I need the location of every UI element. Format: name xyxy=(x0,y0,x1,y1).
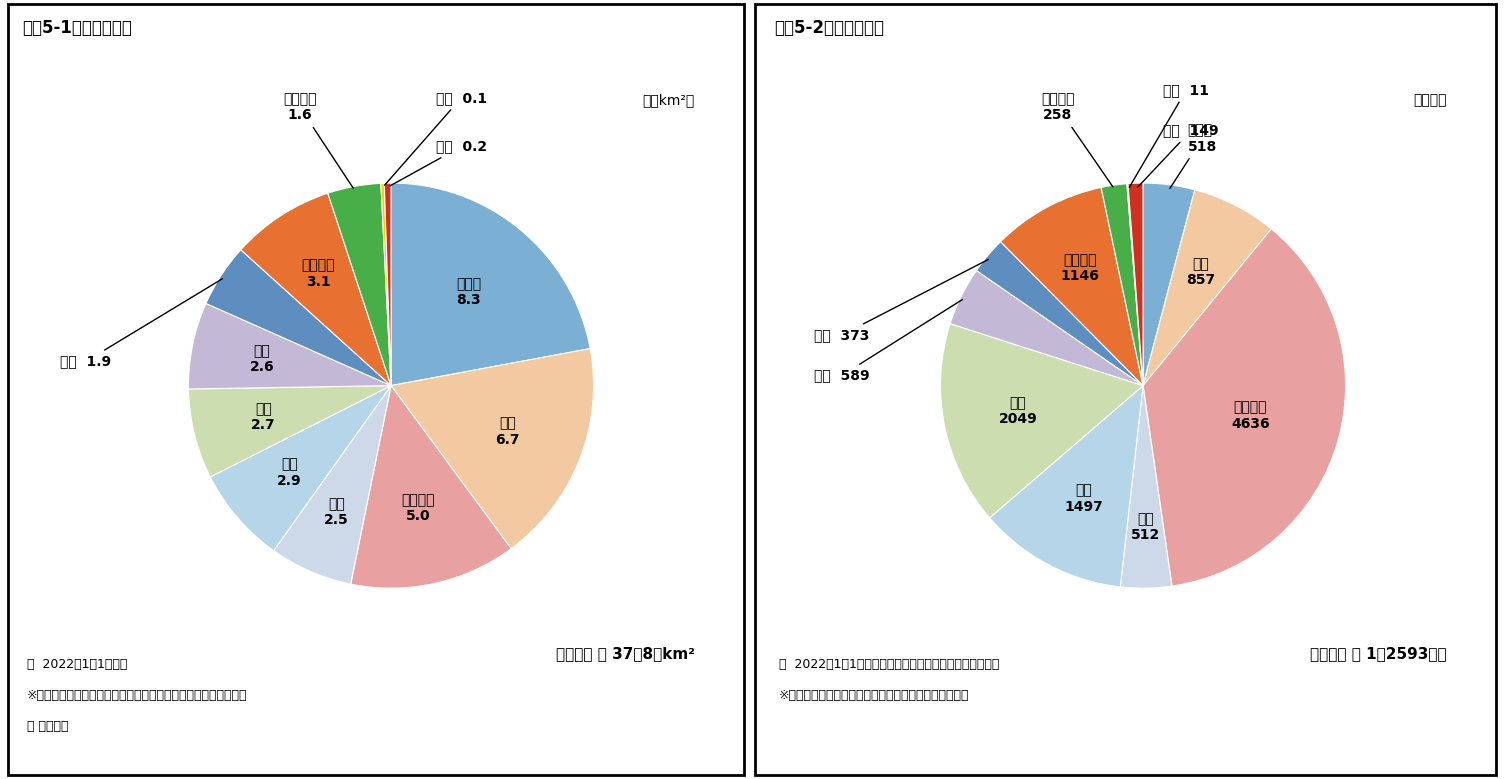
Wedge shape xyxy=(1128,183,1143,386)
Text: 近畿
2.7: 近畿 2.7 xyxy=(251,402,275,432)
Text: 沖縄  149: 沖縄 149 xyxy=(1137,123,1218,187)
Wedge shape xyxy=(391,183,590,386)
Text: ＊  2022年1月1日時点: ＊ 2022年1月1日時点 xyxy=(27,658,128,671)
Wedge shape xyxy=(328,183,391,386)
Wedge shape xyxy=(206,250,391,386)
Text: 東海
1497: 東海 1497 xyxy=(1063,483,1102,513)
Wedge shape xyxy=(381,183,391,386)
Wedge shape xyxy=(211,386,391,551)
Text: 近畿
2049: 近畿 2049 xyxy=(999,396,1038,426)
Wedge shape xyxy=(274,386,391,584)
Text: 北陸
2.5: 北陸 2.5 xyxy=(323,497,349,527)
Text: 日本全国 ＝ 37．8万km²: 日本全国 ＝ 37．8万km² xyxy=(556,647,695,661)
Text: 九州南部
258: 九州南部 258 xyxy=(1041,92,1113,187)
Text: 筆者作成: 筆者作成 xyxy=(27,720,69,733)
Text: 北海道
518: 北海道 518 xyxy=(1170,123,1217,189)
Text: （万人）: （万人） xyxy=(1414,93,1447,108)
Wedge shape xyxy=(951,270,1143,386)
Text: 九州北部
1146: 九州北部 1146 xyxy=(1060,253,1099,283)
Text: 四国  1.9: 四国 1.9 xyxy=(60,279,223,368)
Text: ※「住民基本台帳人口」（総務省）をもとに、筆者作成: ※「住民基本台帳人口」（総務省）をもとに、筆者作成 xyxy=(779,689,970,703)
Wedge shape xyxy=(188,386,391,477)
Text: 中国  589: 中国 589 xyxy=(814,299,963,382)
Wedge shape xyxy=(350,386,511,588)
Wedge shape xyxy=(385,183,391,386)
Text: ※「全国都道府県市区町村別面積調」（国土地理院）をもとに、: ※「全国都道府県市区町村別面積調」（国土地理院）をもとに、 xyxy=(27,689,248,703)
Text: 奄美  11: 奄美 11 xyxy=(1130,83,1209,187)
Text: （万km²）: （万km²） xyxy=(642,93,695,108)
Text: 北陸
512: 北陸 512 xyxy=(1131,513,1160,542)
Text: 関東甲信
5.0: 関東甲信 5.0 xyxy=(402,493,435,523)
Text: 中国
2.6: 中国 2.6 xyxy=(250,344,274,375)
Text: 図表5-1．面積の内訳: 図表5-1．面積の内訳 xyxy=(23,19,132,37)
Text: 関東甲信
4636: 関東甲信 4636 xyxy=(1232,400,1269,431)
Wedge shape xyxy=(976,241,1143,386)
Wedge shape xyxy=(1143,190,1271,386)
Wedge shape xyxy=(1120,386,1172,588)
Text: 四国  373: 四国 373 xyxy=(814,259,988,342)
Wedge shape xyxy=(188,304,391,389)
Text: 図表5-2．人口の内訳: 図表5-2．人口の内訳 xyxy=(775,19,884,37)
Text: 九州南部
1.6: 九州南部 1.6 xyxy=(283,92,353,189)
Text: 東北
6.7: 東北 6.7 xyxy=(496,417,520,447)
Text: 日本全国 ＝ 1億2593万人: 日本全国 ＝ 1億2593万人 xyxy=(1310,647,1447,661)
Text: ＊  2022年1月1日時点（日本人住民と外国人住民の総計）: ＊ 2022年1月1日時点（日本人住民と外国人住民の総計） xyxy=(779,658,1000,671)
Wedge shape xyxy=(1126,184,1143,386)
Wedge shape xyxy=(1101,184,1143,386)
Wedge shape xyxy=(990,386,1143,587)
Wedge shape xyxy=(391,348,594,548)
Text: 奄美  0.1: 奄美 0.1 xyxy=(385,91,487,185)
Text: 東海
2.9: 東海 2.9 xyxy=(277,457,302,488)
Wedge shape xyxy=(940,324,1143,518)
Wedge shape xyxy=(1143,183,1194,386)
Text: 北海道
8.3: 北海道 8.3 xyxy=(456,277,481,307)
Text: 沖縄  0.2: 沖縄 0.2 xyxy=(390,139,487,186)
Wedge shape xyxy=(1000,188,1143,386)
Text: 東北
857: 東北 857 xyxy=(1187,257,1215,287)
Wedge shape xyxy=(1143,229,1346,586)
Wedge shape xyxy=(241,193,391,386)
Text: 九州北部
3.1: 九州北部 3.1 xyxy=(301,259,335,289)
